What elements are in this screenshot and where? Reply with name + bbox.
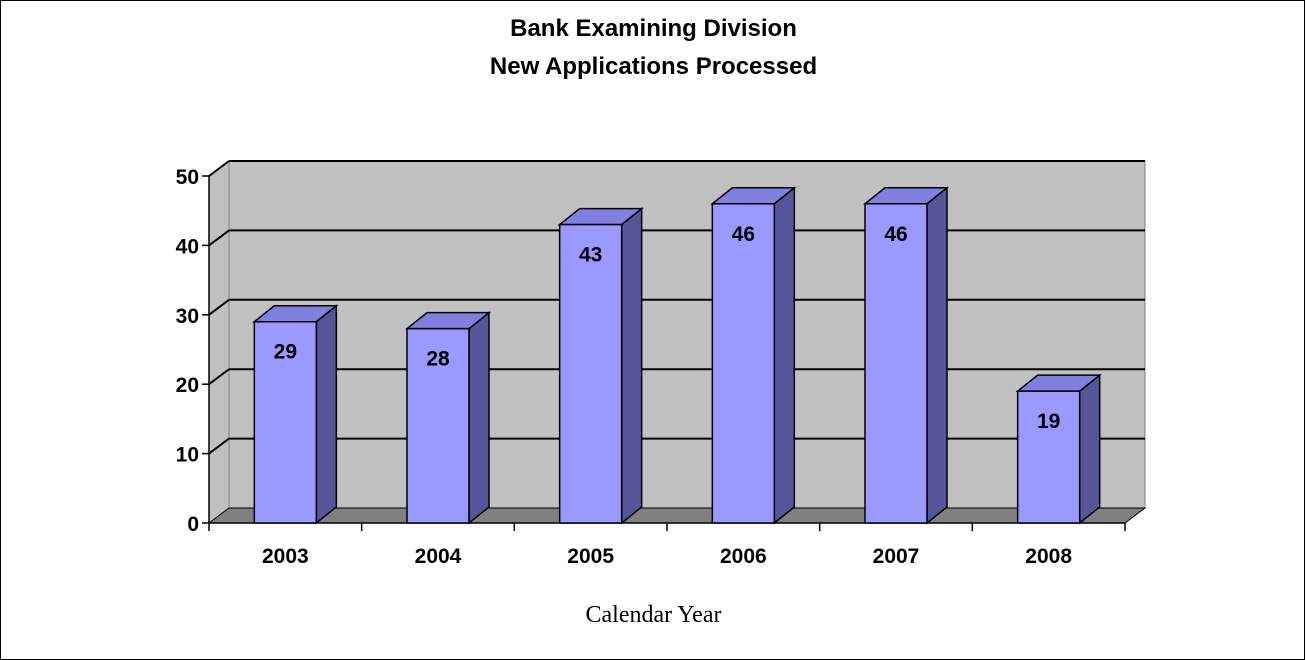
bar-2005: [558, 223, 623, 524]
plot-wall: [228, 160, 1146, 509]
data-label-2005: 43: [579, 244, 602, 267]
chart-title: Bank Examining Division: [510, 15, 797, 42]
data-label-2007: 46: [884, 223, 907, 246]
bar-side-2004: [468, 311, 490, 525]
bar-side-2005: [620, 207, 643, 525]
x-tick-label-2008: 2008: [1025, 545, 1072, 568]
x-tick-label-2003: 2003: [262, 545, 309, 568]
plot-floor: [207, 507, 1147, 524]
gridline-side: [208, 298, 230, 316]
y-tick-label: 50: [176, 166, 199, 189]
data-label-2004: 28: [426, 348, 450, 371]
bar-2008: [1016, 390, 1081, 524]
bar-2007: [864, 203, 928, 524]
bar-side-2007: [926, 186, 948, 525]
y-tick-label: 0: [187, 513, 199, 536]
y-tick-label: 10: [176, 444, 199, 467]
gridline-side: [208, 437, 230, 455]
bar-side-2006: [773, 186, 796, 525]
data-label-2006: 46: [732, 223, 755, 246]
x-tick-label-2007: 2007: [873, 545, 920, 568]
y-tick-label: 20: [176, 374, 199, 397]
x-tick-label-2004: 2004: [415, 545, 462, 568]
data-label-2003: 29: [274, 341, 297, 364]
x-tick-label-2005: 2005: [567, 545, 614, 568]
y-tick-label: 30: [176, 305, 199, 328]
x-tick-label-2006: 2006: [720, 545, 767, 568]
bar-side-2008: [1078, 373, 1101, 525]
plot-side-wall: [208, 160, 230, 524]
bar-2006: [711, 203, 776, 524]
bar-2004: [406, 327, 470, 524]
gridline-side: [208, 229, 230, 247]
y-tick-label: 40: [176, 235, 199, 258]
bar-side-2003: [315, 304, 338, 525]
chart-subtitle: New Applications Processed: [489, 53, 818, 80]
gridline-side: [208, 160, 230, 177]
bar-2003: [253, 320, 318, 524]
x-axis-label: Calendar Year: [585, 602, 722, 628]
data-label-2008: 19: [1037, 410, 1060, 433]
gridline-side: [208, 368, 230, 386]
